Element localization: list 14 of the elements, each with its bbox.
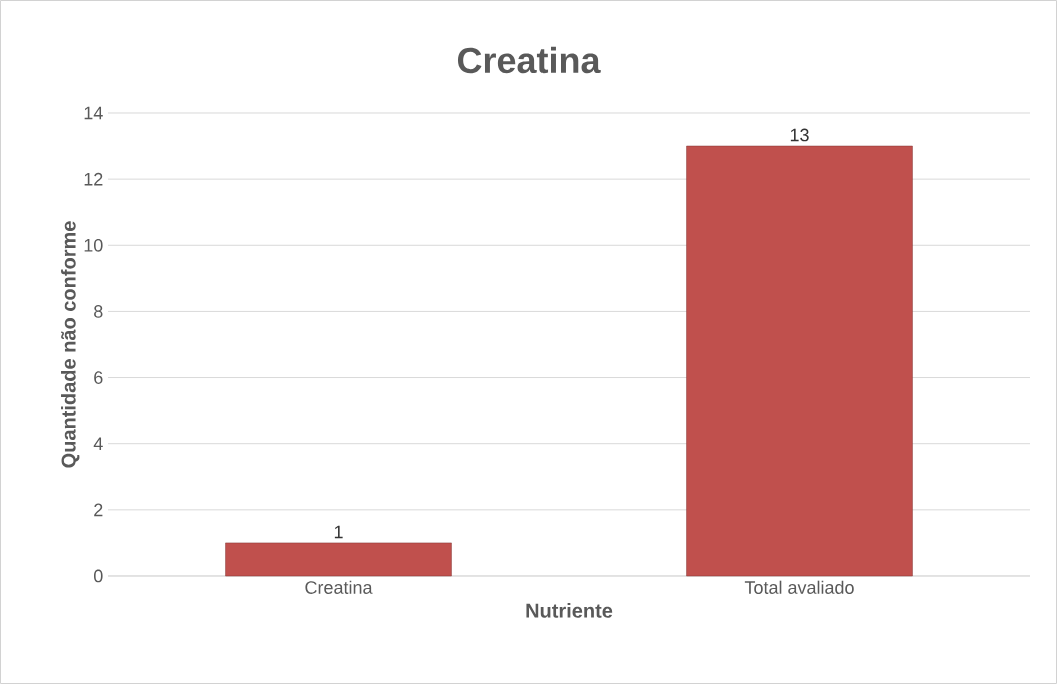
x-axis-title: Nutriente <box>526 603 613 618</box>
data-label: 13 <box>790 128 809 142</box>
y-tick-label: 10 <box>84 238 103 252</box>
data-label: 1 <box>334 525 343 539</box>
y-tick-label: 6 <box>94 371 103 384</box>
y-tick-label: 2 <box>94 503 103 517</box>
y-tick-label: 4 <box>93 437 103 450</box>
y-tick-label: 14 <box>84 106 103 120</box>
y-axis-title: Quantidade não conforme <box>61 221 80 468</box>
chart-title: Creatina <box>457 46 601 74</box>
x-tick-label: Total avaliado <box>744 580 854 594</box>
y-tick-label: 12 <box>84 172 103 186</box>
y-tick-label: 8 <box>94 305 103 318</box>
y-tick-label: 0 <box>94 569 103 583</box>
